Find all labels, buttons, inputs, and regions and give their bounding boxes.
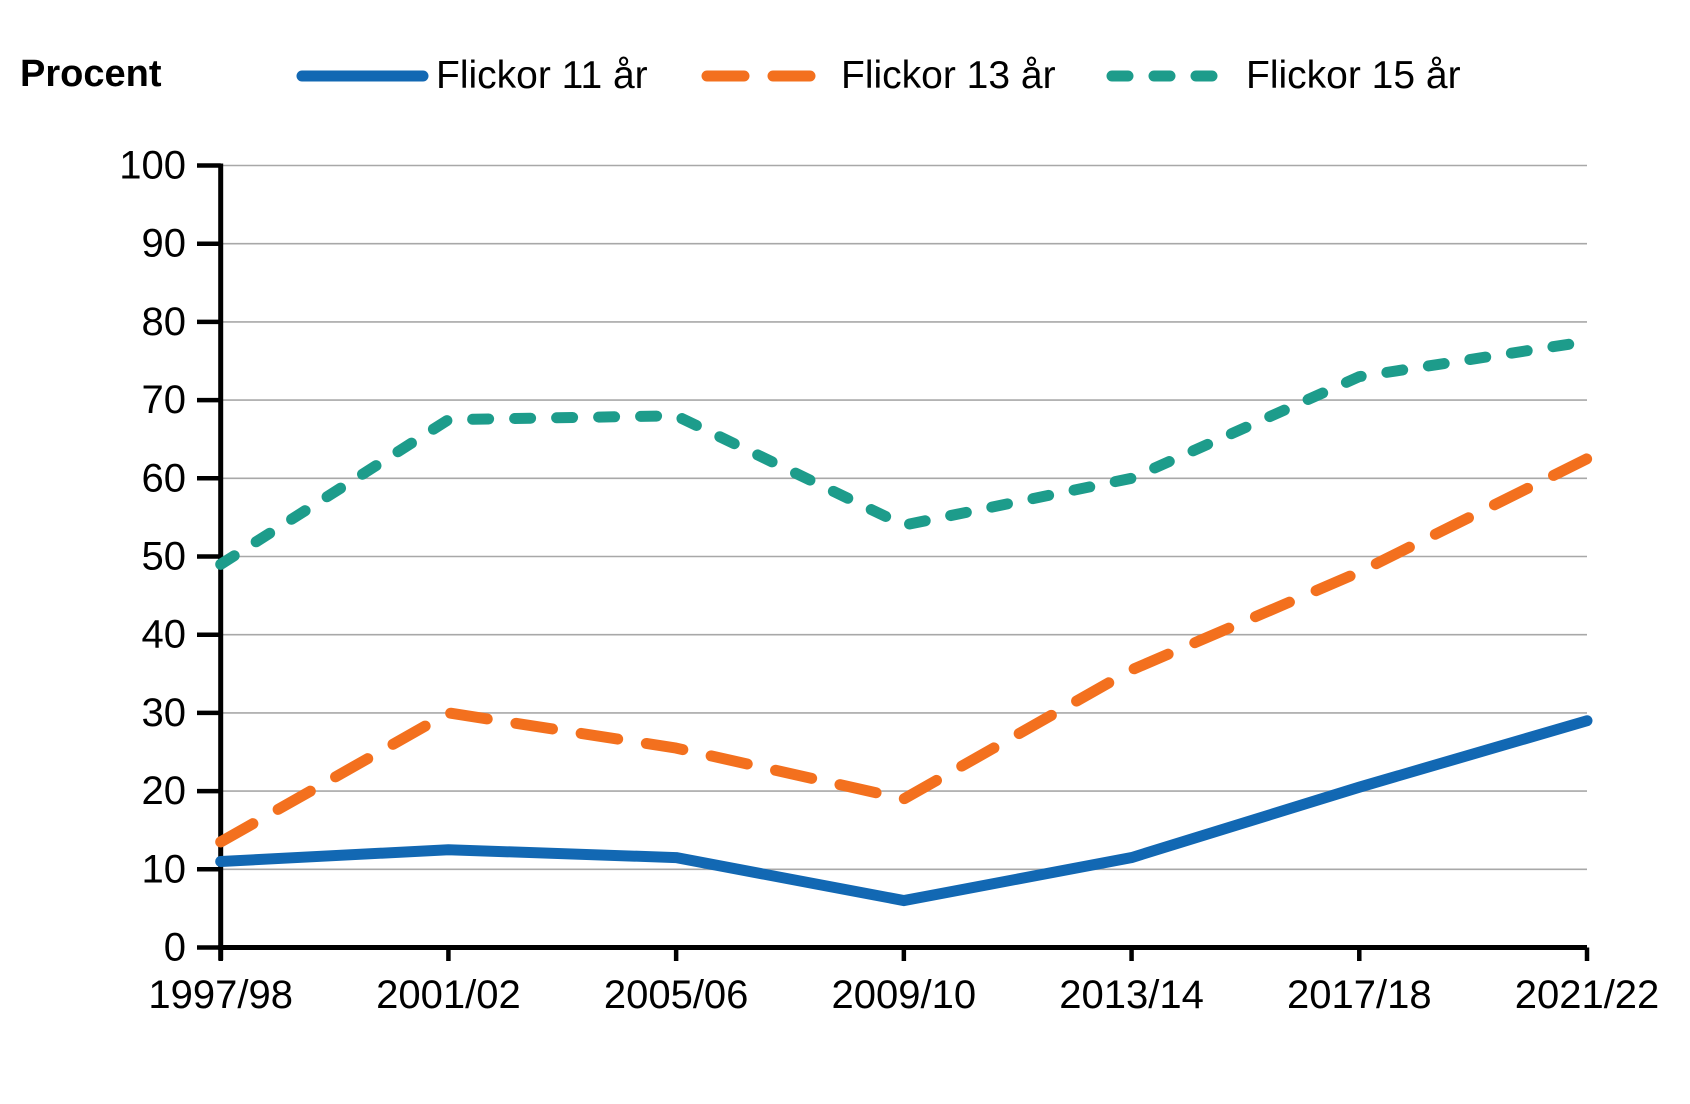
y-axis-title: Procent [20, 53, 162, 95]
series-line-2 [215, 453, 1593, 848]
x-tick-label: 2017/18 [1287, 973, 1432, 1017]
x-tick-label: 1997/98 [148, 973, 293, 1017]
x-tick-label: 2009/10 [832, 973, 977, 1017]
y-tick-label: 100 [119, 144, 186, 188]
y-tick-label: 90 [142, 222, 187, 266]
y-tick-label: 30 [142, 691, 187, 735]
legend-item-flickor-13: Flickor 13 år [700, 54, 1056, 98]
x-tick-label: 2013/14 [1059, 973, 1204, 1017]
legend-swatch-flickor-13 [701, 70, 834, 82]
y-tick-label: 50 [142, 535, 187, 579]
x-tick-label: 2005/06 [604, 973, 749, 1017]
legend-swatch-flickor-15 [1106, 70, 1239, 82]
legend-swatch-flickor-11 [296, 70, 429, 82]
legend-label: Flickor 15 år [1246, 54, 1461, 97]
y-tick-label: 10 [142, 847, 187, 891]
y-tick-label: 0 [164, 926, 186, 970]
y-tick-label: 60 [142, 456, 187, 500]
x-tick-label: 2001/02 [376, 973, 521, 1017]
y-tick-label: 20 [142, 769, 187, 813]
y-tick-label: 80 [142, 300, 187, 344]
x-tick-label: 2021/22 [1515, 973, 1660, 1017]
y-tick-label: 70 [142, 378, 187, 422]
y-tick-label: 40 [142, 613, 187, 657]
legend-label: Flickor 11 år [436, 54, 648, 97]
legend-item-flickor-15: Flickor 15 år [1105, 54, 1461, 98]
series-line-1 [215, 715, 1593, 907]
legend-item-flickor-11: Flickor 11 år [295, 54, 648, 98]
legend-label: Flickor 13 år [841, 54, 1056, 97]
series-line-3 [215, 335, 1593, 570]
